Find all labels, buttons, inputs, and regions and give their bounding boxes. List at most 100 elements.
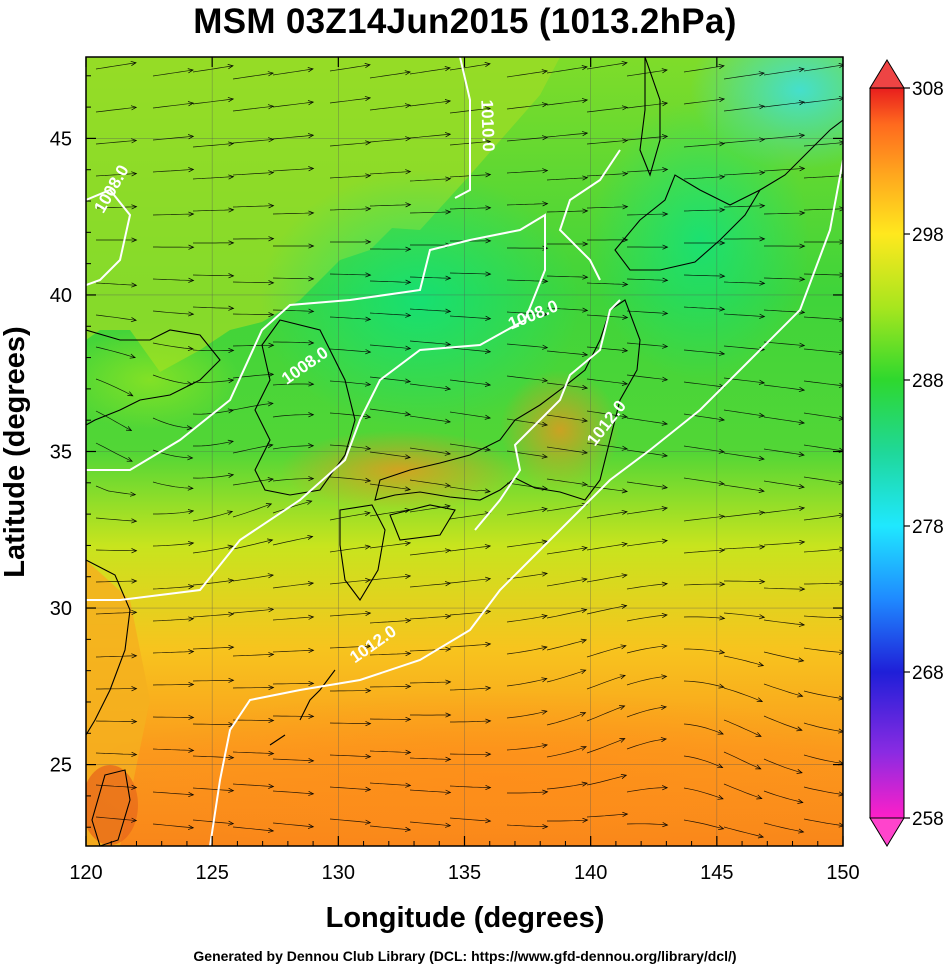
streamline: [192, 723, 234, 726]
streamline: [683, 98, 725, 105]
streamline: [152, 342, 194, 350]
streamline-arrow: [126, 456, 133, 462]
streamline-arrow: [227, 472, 235, 478]
streamline-arrow: [662, 343, 669, 349]
streamline: [369, 750, 411, 753]
streamline: [586, 282, 628, 285]
streamline-arrow: [839, 206, 843, 212]
streamline-arrow: [365, 688, 372, 694]
streamline: [723, 719, 762, 737]
streamline-arrow: [838, 695, 843, 701]
streamline: [626, 310, 668, 314]
streamline: [95, 752, 137, 755]
streamline-arrow: [759, 544, 766, 550]
streamline-arrow: [405, 782, 412, 788]
streamline-arrow: [581, 608, 588, 614]
streamline-arrow: [365, 206, 372, 212]
streamline-arrow: [541, 69, 548, 75]
streamline-arrow: [129, 491, 137, 497]
streamline-arrow: [188, 714, 195, 720]
streamline: [272, 212, 314, 215]
streamline: [803, 175, 843, 179]
streamline-arrow: [485, 751, 492, 757]
streamline-arrow: [131, 548, 138, 554]
streamline: [95, 442, 133, 462]
streamline: [329, 142, 371, 147]
streamline: [586, 485, 628, 492]
streamline: [192, 474, 234, 479]
streamline-arrow: [541, 645, 548, 651]
streamline: [683, 413, 725, 421]
streamline-arrow: [662, 167, 669, 173]
streamline-arrow: [758, 412, 765, 418]
streamline: [506, 573, 548, 580]
streamline: [232, 539, 273, 550]
x-axis-label: Longitude (degrees): [326, 902, 605, 934]
streamline: [329, 208, 371, 211]
streamline: [329, 612, 371, 617]
streamline: [369, 376, 411, 382]
streamline-arrow: [799, 210, 806, 216]
streamline-arrow: [620, 774, 628, 779]
streamline-arrow: [267, 477, 274, 483]
streamline: [803, 444, 843, 452]
streamline: [409, 276, 451, 279]
streamline: [272, 536, 313, 546]
streamline-arrow: [799, 342, 806, 348]
streamline-arrow: [125, 426, 133, 432]
streamline-arrow: [228, 644, 235, 650]
streamline: [586, 675, 626, 690]
streamline-arrow: [542, 278, 549, 284]
streamline: [803, 412, 843, 420]
streamline: [369, 137, 411, 143]
streamline: [506, 343, 548, 349]
streamline-arrow: [484, 348, 492, 354]
streamline-arrow: [445, 209, 452, 215]
streamline: [329, 645, 371, 649]
streamline-arrow: [719, 547, 726, 553]
streamline-arrow: [541, 614, 548, 620]
streamline: [329, 273, 371, 276]
streamline: [546, 504, 588, 512]
streamline: [586, 346, 628, 352]
colorbar-tick-label-298: 298: [912, 225, 944, 246]
streamline: [683, 143, 725, 148]
streamline: [152, 213, 194, 216]
streamline: [95, 346, 136, 358]
streamline-arrow: [365, 316, 372, 322]
streamline-arrow: [619, 705, 626, 710]
streamline: [506, 710, 547, 719]
streamline-arrow: [308, 476, 315, 482]
streamline-arrow: [622, 314, 629, 320]
streamline: [723, 511, 765, 518]
streamline-arrow: [131, 609, 138, 616]
streamline: [232, 687, 274, 689]
streamline-arrow: [796, 726, 803, 732]
colorbar-tick-label-268: 268: [912, 663, 944, 684]
streamline: [152, 417, 192, 429]
streamline-arrow: [131, 171, 138, 177]
streamline-arrow: [188, 747, 195, 753]
streamline-arrow: [308, 647, 315, 654]
streamline-arrow: [622, 281, 629, 287]
streamline: [506, 70, 548, 78]
streamline-arrow: [484, 381, 492, 387]
streamline-arrow: [799, 539, 806, 545]
streamline-arrow: [719, 581, 726, 587]
streamline-arrow: [541, 709, 548, 715]
streamline-arrow: [582, 817, 589, 823]
streamline: [763, 416, 805, 424]
streamline-arrow: [445, 613, 452, 620]
streamline: [506, 540, 548, 548]
streamline-arrow: [307, 67, 314, 73]
streamline: [95, 816, 137, 821]
colorbar-tick-label-288: 288: [912, 371, 944, 392]
streamline-arrow: [267, 827, 275, 833]
streamline-arrow: [621, 445, 628, 451]
streamline: [272, 582, 314, 589]
streamline-arrow: [799, 243, 806, 249]
streamline-arrow: [798, 506, 806, 512]
streamline: [329, 754, 371, 758]
streamline: [763, 790, 803, 803]
streamline: [369, 509, 411, 517]
